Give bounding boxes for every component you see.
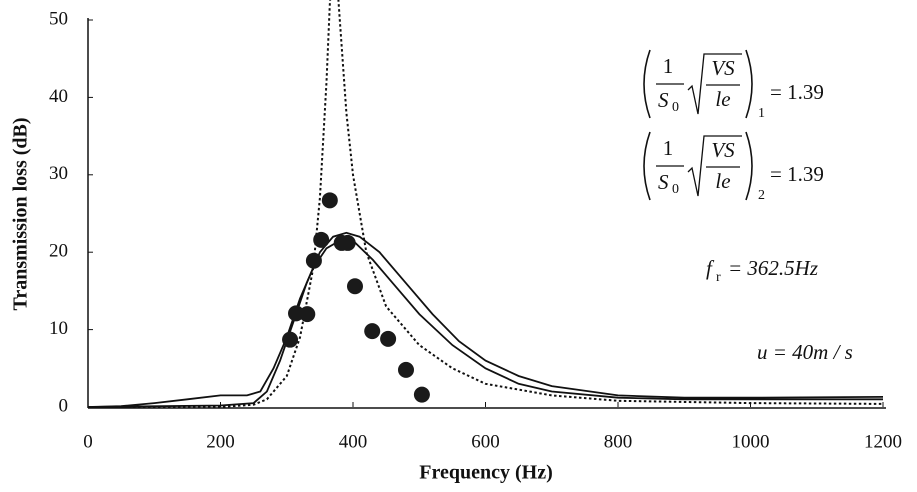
radicand-numerator: VS bbox=[711, 138, 735, 162]
data-point bbox=[321, 192, 338, 209]
data-point bbox=[282, 331, 299, 348]
radicand-denominator: le bbox=[715, 87, 730, 111]
denominator-subscript: 0 bbox=[672, 100, 679, 115]
formula: 1 S 0 VS le 1 = 1.39 bbox=[643, 49, 824, 121]
y-tick-label: 40 bbox=[49, 86, 68, 107]
y-tick-label: 50 bbox=[49, 8, 68, 29]
data-point bbox=[339, 234, 356, 251]
data-point bbox=[398, 361, 414, 378]
data-point bbox=[380, 330, 397, 347]
paren bbox=[745, 49, 753, 119]
radicand-numerator: VS bbox=[711, 56, 735, 80]
y-tick-label: 20 bbox=[49, 241, 68, 262]
formula-value: = 1.39 bbox=[770, 80, 824, 104]
plot-area bbox=[88, 0, 884, 408]
data-point bbox=[313, 231, 330, 248]
x-tick-label: 400 bbox=[339, 431, 368, 452]
note-text: u = 40m / s bbox=[757, 340, 853, 364]
note-subscript: r bbox=[716, 270, 721, 285]
note-base: f bbox=[706, 256, 715, 280]
data-point bbox=[346, 278, 363, 295]
radicand-denominator: le bbox=[715, 169, 730, 193]
denominator: S bbox=[658, 170, 669, 194]
denominator: S bbox=[658, 88, 669, 112]
line-series bbox=[88, 0, 884, 408]
x-tick-label: 800 bbox=[604, 431, 633, 452]
x-tick-label: 600 bbox=[471, 431, 500, 452]
x-tick-label: 200 bbox=[206, 431, 235, 452]
x-tick-label: 0 bbox=[83, 431, 93, 452]
formula-value: = 1.39 bbox=[770, 162, 824, 186]
radical bbox=[687, 135, 742, 197]
paren bbox=[643, 131, 651, 201]
radical bbox=[687, 53, 742, 115]
numerator: 1 bbox=[663, 54, 674, 78]
data-point bbox=[364, 323, 381, 340]
data-point bbox=[413, 386, 430, 403]
x-tick-label: 1200 bbox=[864, 431, 902, 452]
note-text: = 362.5Hz bbox=[728, 256, 818, 280]
x-tick-label: 1000 bbox=[732, 431, 770, 452]
formula: 1 S 0 VS le 2 = 1.39 bbox=[643, 131, 824, 203]
formula-subscript: 1 bbox=[758, 106, 765, 121]
paren bbox=[643, 49, 651, 119]
line-series bbox=[88, 231, 884, 408]
paren bbox=[745, 131, 753, 201]
y-tick-label: 10 bbox=[49, 318, 68, 339]
y-tick-label: 0 bbox=[59, 395, 69, 416]
y-tick-label: 30 bbox=[49, 163, 68, 184]
y-axis-label: Transmission loss (dB) bbox=[10, 117, 32, 310]
data-point bbox=[299, 306, 316, 323]
numerator: 1 bbox=[663, 136, 674, 160]
denominator-subscript: 0 bbox=[672, 182, 679, 197]
data-point bbox=[305, 252, 322, 269]
formula-subscript: 2 bbox=[758, 188, 765, 203]
x-axis-label: Frequency (Hz) bbox=[419, 462, 553, 484]
